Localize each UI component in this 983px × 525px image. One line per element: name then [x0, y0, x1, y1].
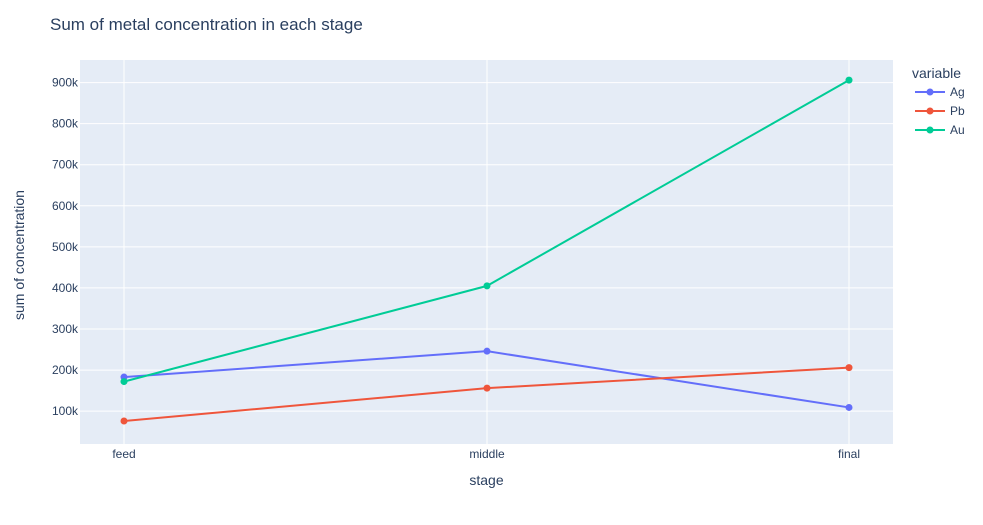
y-axis-title: sum of concentration — [11, 190, 27, 320]
chart-title: Sum of metal concentration in each stage — [50, 15, 363, 34]
y-tick-label: 800k — [52, 117, 79, 131]
legend-label: Pb — [950, 104, 965, 118]
data-point-au — [120, 378, 128, 386]
legend-swatch-marker — [926, 107, 934, 115]
y-tick-label: 200k — [52, 363, 79, 377]
legend-items: Ag Pb Au — [915, 85, 965, 137]
data-point-au — [483, 282, 491, 290]
y-tick-label: 900k — [52, 76, 79, 90]
x-tick-label: final — [838, 447, 860, 461]
legend-item-pb[interactable]: Pb — [915, 104, 965, 118]
x-axis-ticks: feed middle final — [112, 447, 860, 461]
x-tick-label: feed — [112, 447, 135, 461]
data-point-ag — [845, 403, 853, 411]
y-tick-label: 100k — [52, 404, 79, 418]
series-pb — [120, 364, 853, 425]
data-point-pb — [120, 417, 128, 425]
y-tick-label: 400k — [52, 281, 79, 295]
data-point-au — [845, 76, 853, 84]
legend-title: variable — [912, 65, 961, 81]
x-tick-label: middle — [469, 447, 505, 461]
y-tick-label: 700k — [52, 158, 79, 172]
data-point-ag — [483, 347, 491, 355]
legend-label: Ag — [950, 85, 965, 99]
legend: variable Ag Pb Au — [912, 65, 965, 137]
y-tick-label: 600k — [52, 199, 79, 213]
legend-label: Au — [950, 123, 965, 137]
series-layer — [120, 76, 853, 425]
data-point-pb — [845, 364, 853, 372]
legend-item-ag[interactable]: Ag — [915, 85, 965, 99]
legend-swatch-marker — [926, 88, 934, 96]
y-tick-label: 300k — [52, 322, 79, 336]
legend-item-au[interactable]: Au — [915, 123, 965, 137]
legend-swatch-marker — [926, 126, 934, 134]
series-au — [120, 76, 853, 386]
y-tick-label: 500k — [52, 240, 79, 254]
y-axis-ticks: 100k 200k 300k 400k 500k 600k 700k 800k 900k — [52, 76, 79, 419]
x-axis-title: stage — [469, 472, 503, 488]
data-point-pb — [483, 384, 491, 392]
